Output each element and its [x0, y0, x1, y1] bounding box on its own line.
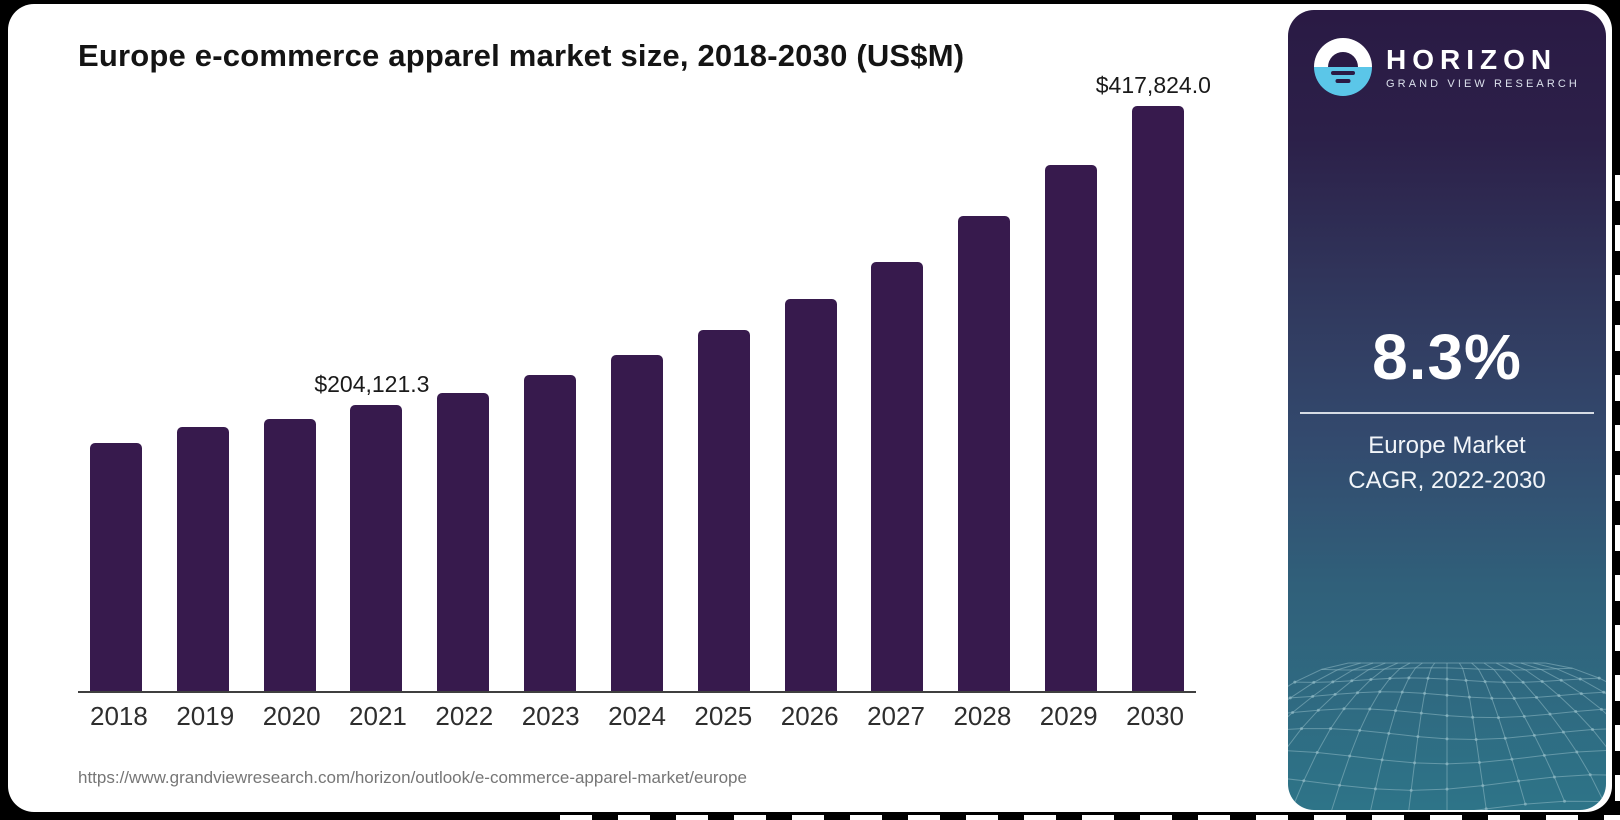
cagr-value: 8.3% [1372, 321, 1522, 393]
x-tick-2027: 2027 [867, 701, 925, 731]
x-tick-2025: 2025 [694, 701, 753, 731]
cagr-caption-line1: Europe Market [1368, 432, 1526, 459]
brand-name: HORIZON [1386, 43, 1558, 75]
x-axis-tick-labels: 2018 2019 2020 2021 2022 2023 2024 2025 2026 2027… [90, 701, 1184, 732]
x-tick-2026: 2026 [780, 701, 839, 731]
bar-2018 [90, 443, 142, 691]
horizon-logo: HORIZON GRAND VIEW RESEARCH [1288, 38, 1606, 96]
stat-divider [1300, 412, 1594, 414]
bar-2024 [610, 355, 663, 691]
x-tick-2019: 2019 [176, 701, 235, 731]
bar-2021: $204,121.3 [314, 371, 429, 691]
x-tick-2020: 2020 [262, 701, 321, 731]
bar-2023 [524, 375, 577, 691]
x-tick-2028: 2028 [953, 701, 1012, 731]
cagr-caption-line2: CAGR, 2022-2030 [1348, 467, 1546, 494]
bar-value-label-2021: $204,121.3 [314, 371, 430, 397]
cagr-stat-block: 8.3% Europe Market CAGR, 2022-2030 [1288, 320, 1606, 498]
bar-2027 [871, 262, 924, 691]
bar-2019 [176, 427, 229, 691]
right-edge-dashed-element [1615, 175, 1620, 810]
branding-sidebar: HORIZON GRAND VIEW RESEARCH 8.3% Europe … [1288, 10, 1606, 810]
x-tick-2018: 2018 [90, 701, 148, 731]
bar-value-label-2030: $417,824.0 [1095, 72, 1211, 98]
bar-chart-plot-area: $204,121.3 $417,824.0 [78, 72, 1211, 693]
bar-2020 [263, 419, 316, 691]
x-tick-2023: 2023 [521, 701, 580, 731]
bar-2028 [958, 216, 1011, 691]
wireframe-mesh-graphic [1288, 662, 1606, 810]
bar-2022 [437, 393, 490, 691]
bars-container: $204,121.3 $417,824.0 [90, 72, 1211, 691]
x-tick-2022: 2022 [435, 701, 494, 731]
x-tick-2030: 2030 [1126, 701, 1184, 731]
chart-title: Europe e-commerce apparel market size, 2… [78, 38, 965, 73]
x-tick-2029: 2029 [1039, 701, 1098, 731]
bottom-edge-dashed-element [560, 815, 1620, 820]
bar-2030: $417,824.0 [1096, 72, 1211, 691]
source-url-text: https://www.grandviewresearch.com/horizo… [78, 768, 747, 787]
horizon-sun-icon [1314, 38, 1372, 96]
bar-2025 [697, 330, 750, 691]
x-tick-2024: 2024 [608, 701, 666, 731]
bar-2029 [1045, 165, 1098, 691]
x-tick-2021: 2021 [349, 701, 407, 731]
logo-wordmark: HORIZON GRAND VIEW RESEARCH [1386, 43, 1580, 90]
bar-2026 [784, 299, 837, 691]
brand-subtitle: GRAND VIEW RESEARCH [1386, 77, 1580, 90]
